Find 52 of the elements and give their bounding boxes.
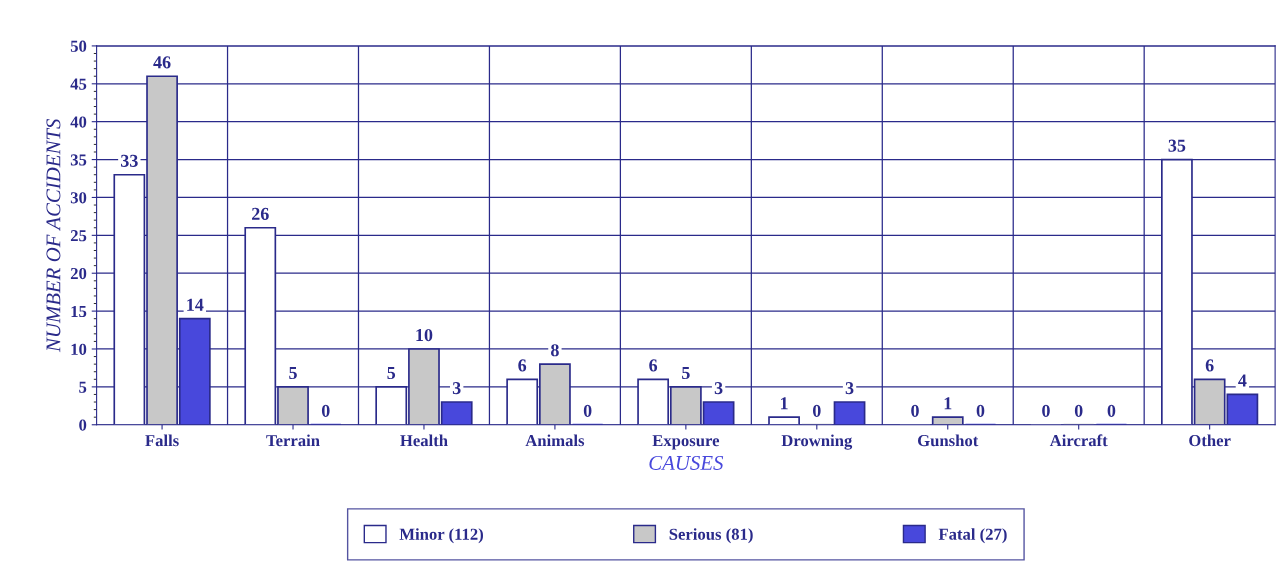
data-label: 4 bbox=[1238, 374, 1247, 387]
x-tick-label: Terrain bbox=[266, 434, 320, 447]
data-label: 0 bbox=[1042, 404, 1050, 417]
y-tick-label: 45 bbox=[70, 78, 87, 90]
data-label: 1 bbox=[944, 397, 952, 410]
data-label: 3 bbox=[845, 382, 854, 395]
y-tick-label: 15 bbox=[71, 305, 87, 318]
x-tick-label: Animals bbox=[525, 434, 585, 447]
data-label: 0 bbox=[911, 404, 919, 417]
x-tick-label: Falls bbox=[145, 434, 179, 447]
x-tick-label: Gunshot bbox=[918, 434, 979, 447]
data-label: 3 bbox=[714, 382, 723, 395]
data-label: 35 bbox=[1168, 139, 1186, 152]
x-tick-label: Aircraft bbox=[1049, 434, 1108, 447]
x-tick-label: Drowning bbox=[781, 434, 853, 450]
data-label: 5 bbox=[289, 367, 297, 380]
y-tick-label: 30 bbox=[70, 192, 87, 204]
data-label: 46 bbox=[153, 56, 171, 69]
y-tick-label: 20 bbox=[70, 267, 87, 280]
data-label: 0 bbox=[1074, 404, 1083, 417]
x-axis-title: CAUSES bbox=[649, 455, 724, 470]
data-label: 33 bbox=[120, 154, 138, 167]
data-label: 0 bbox=[583, 404, 592, 417]
data-label: 26 bbox=[252, 207, 269, 220]
data-label: 5 bbox=[682, 367, 690, 380]
legend-label: Minor (112) bbox=[399, 528, 483, 544]
x-tick-label: Exposure bbox=[652, 435, 720, 450]
x-tick-label: Health bbox=[400, 434, 448, 447]
data-label: 3 bbox=[452, 382, 461, 395]
legend-label: Serious (81) bbox=[669, 528, 753, 544]
data-label: 0 bbox=[321, 404, 330, 417]
data-label: 0 bbox=[1107, 404, 1116, 417]
x-tick-label: Other bbox=[1189, 434, 1231, 447]
data-label: 5 bbox=[387, 367, 396, 380]
data-label: 14 bbox=[187, 298, 204, 311]
y-tick-label: 5 bbox=[79, 381, 87, 393]
y-tick-label: 10 bbox=[71, 343, 87, 355]
y-tick-label: 25 bbox=[70, 230, 87, 242]
legend-label: Fatal (27) bbox=[938, 528, 1007, 544]
data-label: 6 bbox=[518, 359, 527, 372]
data-label: 1 bbox=[781, 397, 788, 410]
data-label: 10 bbox=[416, 328, 433, 342]
y-tick-label: 0 bbox=[79, 419, 87, 431]
data-label: 6 bbox=[649, 359, 658, 372]
data-label: 0 bbox=[812, 404, 821, 417]
data-label: 8 bbox=[551, 344, 559, 357]
y-tick-label: 40 bbox=[70, 116, 87, 128]
data-label: 0 bbox=[976, 404, 985, 417]
data-label: 6 bbox=[1205, 359, 1214, 372]
y-axis-title: NUMBER OF ACCIDENTS bbox=[46, 118, 61, 353]
y-tick-label: 50 bbox=[70, 40, 87, 52]
y-tick-label: 35 bbox=[70, 154, 87, 166]
